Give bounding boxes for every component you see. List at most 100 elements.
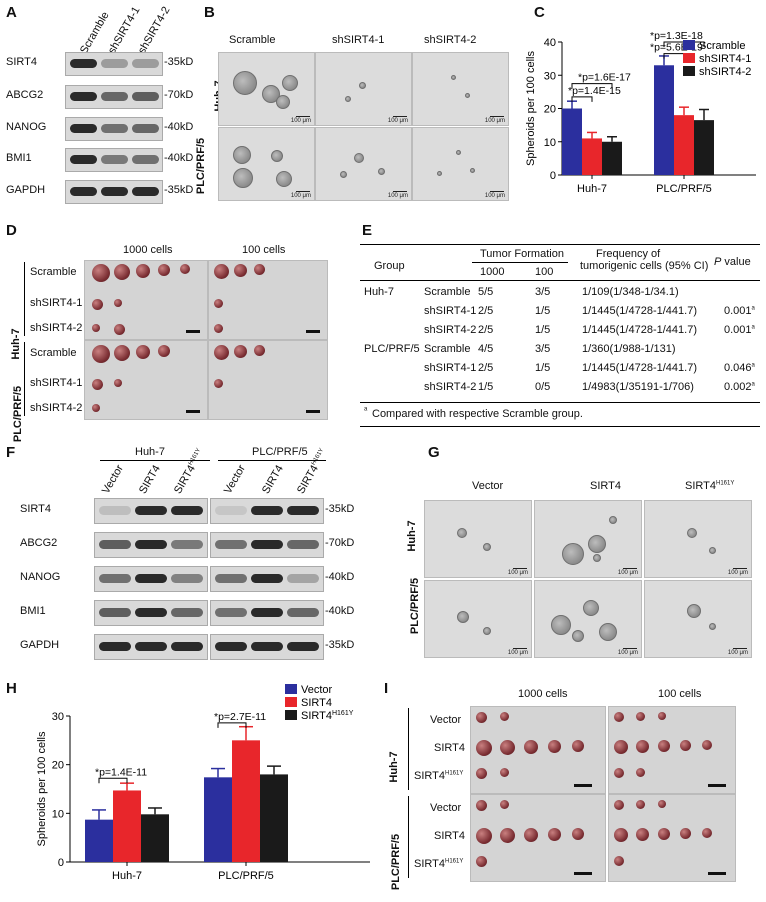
panel-label-c: C bbox=[534, 4, 545, 21]
tumor bbox=[92, 379, 103, 390]
size-marker: -40kD bbox=[164, 121, 194, 133]
group-bracket bbox=[408, 708, 409, 790]
tumor bbox=[658, 828, 670, 840]
spheroid bbox=[687, 603, 702, 618]
tumor bbox=[136, 345, 150, 359]
blot-band bbox=[132, 92, 159, 101]
col-label: SIRT4 bbox=[590, 480, 621, 492]
table-header-1000: 1000 bbox=[480, 266, 505, 278]
tumor bbox=[158, 264, 170, 276]
significance-bracket bbox=[217, 722, 247, 728]
panel-label-e: E bbox=[362, 222, 373, 239]
scale-bar bbox=[708, 872, 726, 875]
table-cell-100: 1/5 bbox=[535, 362, 551, 374]
blot-band bbox=[101, 187, 128, 196]
tumor bbox=[636, 768, 645, 777]
col-label: 100 cells bbox=[242, 244, 286, 256]
spheroid bbox=[593, 554, 602, 563]
blot-band bbox=[171, 608, 203, 617]
blot-band bbox=[287, 540, 319, 549]
blot-band bbox=[70, 92, 97, 101]
table-rule bbox=[360, 280, 760, 281]
tumor bbox=[92, 404, 100, 412]
blot-strip bbox=[210, 532, 324, 558]
significance-bracket bbox=[98, 777, 128, 784]
row-label: shSIRT4-2 bbox=[30, 322, 83, 334]
row-label: Vector bbox=[430, 802, 462, 814]
spheroid bbox=[436, 171, 442, 177]
table-header-frequency: Frequency of bbox=[596, 248, 661, 260]
tumor bbox=[92, 264, 110, 282]
scale-bar bbox=[306, 330, 320, 333]
blot-strip bbox=[65, 85, 163, 109]
size-marker: -40kD bbox=[325, 605, 355, 617]
table-cell-frequency: 1/109(1/348-1/34.1) bbox=[582, 286, 679, 298]
spheroid bbox=[456, 611, 469, 624]
tumor bbox=[636, 740, 649, 753]
micrograph: 100 μm bbox=[534, 580, 642, 658]
blot-band bbox=[101, 92, 128, 101]
row-label: Scramble bbox=[30, 347, 77, 359]
scale-text: 100 μm bbox=[617, 570, 638, 576]
significance-bracket bbox=[571, 96, 593, 102]
spheroid bbox=[609, 516, 618, 525]
table-rule bbox=[360, 426, 760, 427]
bar bbox=[694, 120, 714, 175]
tumor bbox=[614, 712, 624, 722]
tumor bbox=[636, 828, 649, 841]
tumor bbox=[92, 299, 103, 310]
bar bbox=[562, 108, 582, 175]
y-tick-label: 0 bbox=[550, 170, 556, 182]
tumor bbox=[254, 345, 265, 356]
blot-band bbox=[171, 574, 203, 583]
table-cell-p-value: 0.001a bbox=[724, 305, 755, 317]
tumor-photo bbox=[608, 794, 736, 882]
legend-label: shSIRT4-2 bbox=[699, 66, 751, 78]
scale-text: 100 μm bbox=[387, 193, 408, 199]
lane-label: SIRT4 bbox=[260, 463, 286, 496]
spheroid bbox=[708, 546, 716, 554]
table-cell-1000: 2/5 bbox=[478, 324, 494, 336]
blot-band bbox=[101, 59, 128, 68]
scale-bar bbox=[733, 568, 747, 569]
legend-label: Vector bbox=[301, 684, 333, 696]
table-cell-line: PLC/PRF/5 bbox=[364, 343, 420, 355]
lane-label: SIRT4H161Y bbox=[172, 447, 203, 496]
spheroid bbox=[465, 92, 471, 98]
table-cell-100: 0/5 bbox=[535, 381, 551, 393]
tumor bbox=[658, 800, 666, 808]
table-cell-group: shSIRT4-1 bbox=[424, 362, 477, 374]
group-line bbox=[218, 460, 326, 461]
legend-label: SIRT4 bbox=[301, 697, 332, 709]
table-cell-100: 3/5 bbox=[535, 343, 551, 355]
blot-strip bbox=[210, 600, 324, 626]
blot-row-label: NANOG bbox=[20, 571, 61, 583]
blot-strip bbox=[94, 600, 208, 626]
blot-band bbox=[251, 642, 283, 651]
blot-row-label: GAPDH bbox=[6, 184, 46, 196]
table-cell-frequency: 1/1445(1/4728-1/441.7) bbox=[582, 324, 697, 336]
bar bbox=[113, 790, 141, 862]
blot-band bbox=[135, 642, 167, 651]
group-bracket bbox=[24, 342, 25, 416]
tumor bbox=[572, 828, 584, 840]
group-bracket bbox=[408, 796, 409, 878]
bar bbox=[582, 138, 602, 175]
row-label: SIRT4 bbox=[434, 742, 465, 754]
tumor bbox=[114, 345, 130, 361]
micrograph: 100 μm bbox=[644, 580, 752, 658]
table-cell-p-value: 0.002a bbox=[724, 381, 755, 393]
scale-bar bbox=[393, 191, 407, 192]
blot-band bbox=[287, 608, 319, 617]
panel-label-f: F bbox=[6, 444, 16, 461]
tumor-photo bbox=[208, 340, 328, 420]
blot-band bbox=[171, 642, 203, 651]
blot-band bbox=[101, 155, 128, 164]
tumor bbox=[92, 345, 110, 363]
blot-strip bbox=[65, 52, 163, 76]
bar bbox=[602, 141, 622, 175]
spheroid bbox=[358, 81, 366, 89]
spheroid bbox=[261, 85, 280, 104]
tumor bbox=[500, 768, 509, 777]
spheroid bbox=[233, 167, 254, 188]
